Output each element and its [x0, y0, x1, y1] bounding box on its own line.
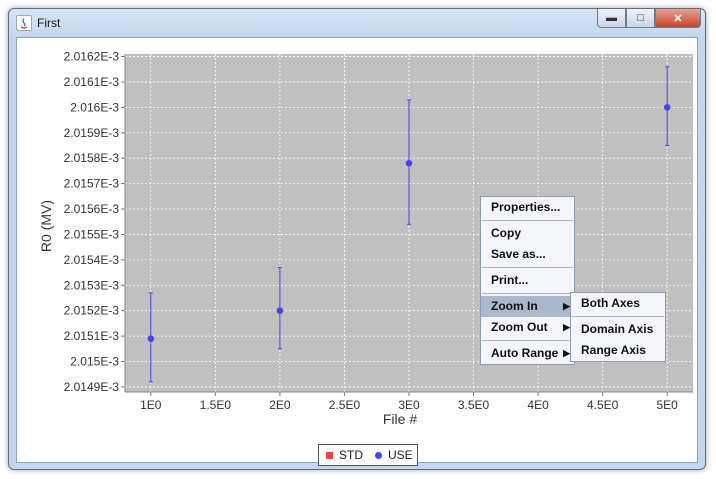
x-tick-label: 2E0: [269, 398, 291, 412]
y-tick-label: 2.0151E-3: [64, 329, 120, 343]
submenu-item-domain-axis[interactable]: Domain Axis: [581, 322, 654, 336]
menu-item-auto-range-label: Auto Range: [491, 346, 559, 360]
chart-svg[interactable]: 1E0 1.5E0 2E0 2.5E0 3E0 3.5E0 4E0 4.5E0 5E0 2.014…: [17, 38, 697, 462]
menu-separator: [482, 293, 573, 294]
menu-separator: [482, 220, 573, 221]
menu-item-print[interactable]: Print...: [491, 273, 529, 287]
data-point: [147, 335, 155, 342]
submenu-arrow-icon: ▶: [563, 322, 570, 332]
maximize-button[interactable]: □: [626, 9, 655, 28]
y-tick-label: 2.0157E-3: [64, 177, 120, 191]
app-window: First ▬ □ ✕ 1E0 1.5E0 2E0 2.5E0 3E0 3.5E0 4E0 4…: [8, 8, 706, 470]
data-point: [276, 307, 284, 314]
submenu-arrow-icon: ▶: [563, 301, 570, 311]
zoom-in-submenu: Both Axes Domain Axis Range Axis: [570, 292, 666, 362]
menu-item-zoom-in[interactable]: Zoom In ▶: [481, 296, 574, 317]
submenu-arrow-icon: ▶: [563, 348, 570, 358]
y-tick-label: 2.0156E-3: [64, 202, 120, 216]
x-tick-label: 4.5E0: [587, 398, 619, 412]
y-tick-label: 2.0153E-3: [64, 278, 120, 292]
legend-swatch-use: [375, 451, 382, 459]
menu-item-properties[interactable]: Properties...: [491, 200, 561, 214]
legend-label-use: USE: [388, 448, 413, 462]
java-app-icon: [16, 15, 32, 31]
y-tick-label: 2.0155E-3: [64, 227, 120, 241]
minimize-icon: ▬: [606, 12, 617, 24]
menu-item-copy[interactable]: Copy: [491, 226, 521, 240]
x-tick-label: 3.5E0: [458, 398, 490, 412]
menu-item-zoom-out[interactable]: Zoom Out ▶: [481, 317, 574, 338]
chart-legend: STD USE: [318, 444, 418, 466]
menu-separator: [482, 340, 573, 341]
y-tick-label: 2.016E-3: [70, 100, 119, 114]
x-tick-label: 5E0: [657, 398, 679, 412]
y-tick-label: 2.0161E-3: [64, 75, 120, 89]
y-axis-label: R0 (MV): [38, 200, 54, 252]
x-axis-label: File #: [383, 411, 417, 427]
minimize-button[interactable]: ▬: [597, 9, 626, 28]
x-tick-label: 2.5E0: [329, 398, 361, 412]
context-menu: Properties... Copy Save as... Print... Z…: [480, 196, 575, 365]
menu-separator: [482, 267, 573, 268]
y-tick-label: 2.0152E-3: [64, 304, 120, 318]
x-tick-label: 3E0: [398, 398, 420, 412]
y-tick-label: 2.0158E-3: [64, 151, 120, 165]
maximize-icon: □: [637, 12, 644, 24]
menu-item-zoom-in-label: Zoom In: [491, 299, 538, 313]
title-bar[interactable]: First ▬ □ ✕: [9, 9, 705, 37]
x-tick-label: 1.5E0: [200, 398, 232, 412]
y-tick-label: 2.0149E-3: [64, 380, 120, 394]
x-tick-label: 1E0: [140, 398, 162, 412]
submenu-item-both-axes[interactable]: Both Axes: [581, 296, 640, 310]
window-title: First: [37, 16, 61, 30]
menu-item-auto-range[interactable]: Auto Range ▶: [481, 343, 574, 364]
menu-separator: [572, 316, 664, 317]
submenu-item-range-axis[interactable]: Range Axis: [581, 343, 646, 357]
close-button[interactable]: ✕: [655, 9, 701, 28]
legend-swatch-std: [326, 451, 333, 459]
menu-item-zoom-out-label: Zoom Out: [491, 320, 548, 334]
data-point: [405, 159, 413, 167]
y-tick-label: 2.015E-3: [70, 355, 119, 369]
data-point: [663, 104, 671, 111]
y-tick-label: 2.0159E-3: [64, 126, 120, 140]
y-tick-label: 2.0162E-3: [64, 50, 120, 64]
legend-label-std: STD: [339, 448, 363, 462]
menu-item-save-as[interactable]: Save as...: [491, 247, 546, 261]
close-icon: ✕: [673, 12, 683, 25]
chart-panel[interactable]: 1E0 1.5E0 2E0 2.5E0 3E0 3.5E0 4E0 4.5E0 5E0 2.014…: [16, 37, 698, 466]
y-tick-label: 2.0154E-3: [64, 253, 120, 267]
x-tick-label: 4E0: [527, 398, 549, 412]
